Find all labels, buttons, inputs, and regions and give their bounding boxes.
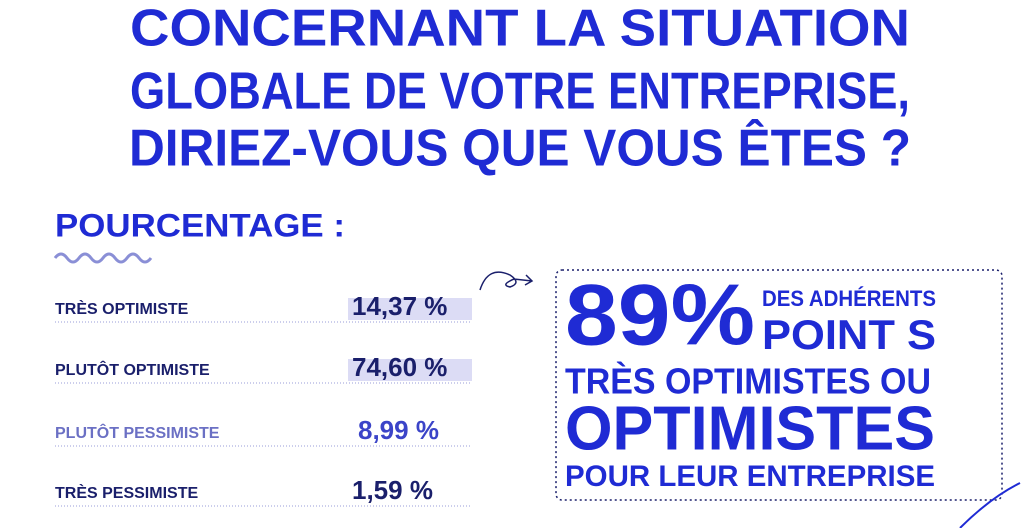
title-line: GLOBALE DE VOTRE ENTREPRISE,	[130, 63, 910, 121]
rows: TRÈS OPTIMISTE 14,37 % PLUTÔT OPTIMISTE 74,…	[55, 291, 472, 507]
row-label: TRÈS OPTIMISTE	[55, 299, 189, 318]
wave-decoration	[53, 252, 153, 264]
row-label: TRÈS PESSIMISTE	[55, 483, 198, 502]
row-value: 74,60 %	[352, 352, 447, 382]
callout-figure: 89%	[565, 268, 755, 364]
callout-line: POINT S	[762, 311, 936, 358]
decor-curve	[959, 482, 1021, 528]
value-highlight	[348, 298, 472, 320]
section-label: POURCENTAGE :	[55, 207, 345, 243]
callout-line: POUR LEUR ENTREPRISE	[565, 460, 935, 493]
callout-line: TRÈS OPTIMISTES OU	[565, 361, 931, 402]
row-label: PLUTÔT PESSIMISTE	[55, 423, 220, 442]
arrow	[479, 271, 534, 291]
row-value: 14,37 %	[352, 291, 447, 321]
callout-line: OPTIMISTES	[565, 394, 935, 463]
value-highlight	[348, 359, 472, 381]
callout-box	[555, 269, 1003, 501]
row-label: PLUTÔT OPTIMISTE	[55, 360, 210, 379]
title-line: DIRIEZ-VOUS QUE VOUS ÊTES ?	[129, 119, 911, 178]
row-value: 8,99 %	[358, 415, 439, 445]
row-value: 1,59 %	[352, 475, 433, 505]
callout-line: DES ADHÉRENTS	[762, 286, 936, 311]
title-line: CONCERNANT LA SITUATION	[130, 0, 910, 58]
